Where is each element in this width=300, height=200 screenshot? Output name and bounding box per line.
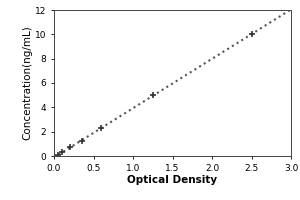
X-axis label: Optical Density: Optical Density [128, 175, 218, 185]
Y-axis label: Concentration(ng/mL): Concentration(ng/mL) [22, 26, 32, 140]
